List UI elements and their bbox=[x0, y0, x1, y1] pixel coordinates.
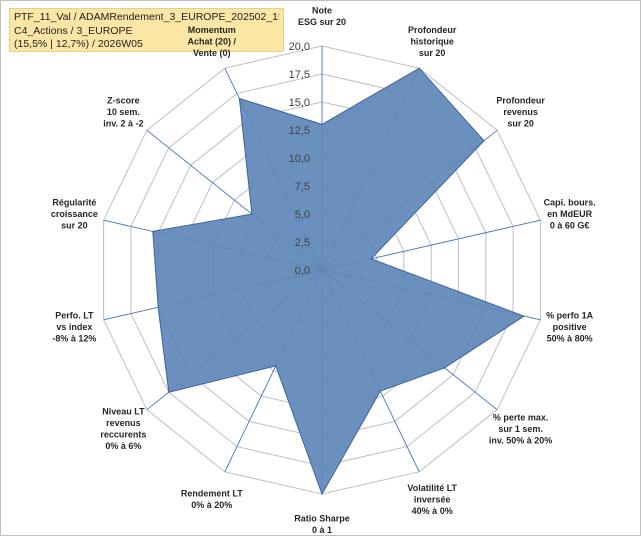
axis-label-line: Achat (20) / bbox=[188, 37, 237, 47]
tick-label: 20,0 bbox=[289, 41, 310, 53]
axis-label-line: 0% à 6% bbox=[105, 441, 141, 451]
tick-label: 0,0 bbox=[295, 265, 310, 277]
axis-label-line: inversée bbox=[414, 494, 451, 504]
axis-label-line: Vente (0) bbox=[193, 48, 231, 58]
axis-label-line: Profondeur bbox=[408, 25, 457, 35]
axis-label-line: Perfo. LT bbox=[55, 311, 94, 321]
axis-label-line: ESG sur 20 bbox=[298, 17, 346, 27]
axis-label-line: Rendement LT bbox=[181, 489, 243, 499]
axis-label-line: Niveau LT bbox=[102, 407, 145, 417]
radar-ticks: 0,0 2,5 5,0 7,5 10,0 12,5 15,0 17,5 20,0 bbox=[289, 41, 310, 277]
axis-label-line: sur 20 bbox=[507, 119, 534, 129]
axis-label-line: sur 20 bbox=[61, 220, 88, 230]
axis-label-line: revenus bbox=[503, 107, 538, 117]
axis-label-line: croissance bbox=[51, 209, 98, 219]
axis-label-line: positive bbox=[553, 322, 587, 332]
axis-label-line: -8% à 12% bbox=[52, 334, 96, 344]
axis-label-line: Ratio Sharpe bbox=[294, 514, 350, 524]
axis-label-line: Régularité bbox=[52, 197, 96, 207]
series-area bbox=[152, 67, 526, 496]
radar-series bbox=[152, 67, 526, 496]
tick-label: 15,0 bbox=[289, 97, 310, 109]
axis-label-line: 50% à 80% bbox=[547, 334, 593, 344]
title-line-2: C4_Actions / 3_EUROPE bbox=[14, 24, 133, 37]
axis-label-line: inv. 2 à -2 bbox=[103, 119, 143, 129]
title-line-3: (15,5% | 12,7%) / 2026W05 bbox=[14, 38, 143, 50]
axis-label-line: Capi. bours. bbox=[544, 197, 596, 207]
axis-label-line: vs index bbox=[56, 322, 92, 332]
axis-label-line: 0% à 20% bbox=[191, 500, 232, 510]
axis-label-line: 10 sem. bbox=[107, 107, 140, 117]
axis-label-line: reccurents bbox=[100, 430, 146, 440]
axis-label-6: % perte max. sur 1 sem.inv. 50% à 20% bbox=[489, 412, 552, 445]
axis-label-line: inv. 50% à 20% bbox=[489, 435, 552, 445]
axis-label-line: % perte max. bbox=[493, 412, 549, 422]
tick-label: 12,5 bbox=[289, 125, 310, 137]
axis-label-line: Momentum bbox=[188, 25, 236, 35]
chart-title-box: PTF_11_Val / ADAMRendement_3_EUROPE_2025… bbox=[9, 8, 284, 52]
axis-label-14: Momentum Achat (20) /Vente (0) bbox=[188, 25, 237, 58]
axis-label-line: sur 1 sem. bbox=[498, 424, 543, 434]
axis-label-line: Note bbox=[312, 6, 332, 16]
tick-label: 2,5 bbox=[295, 237, 310, 249]
title-line-1: PTF_11_Val / ADAMRendement_3_EUROPE_2025… bbox=[14, 11, 279, 23]
axis-label-line: en MdEUR bbox=[547, 209, 593, 219]
axis-label-line: 40% à 0% bbox=[412, 506, 453, 516]
axis-label-line: historique bbox=[410, 37, 454, 47]
axis-label-line: 0 à 1 bbox=[312, 525, 332, 535]
axis-label-line: Z-score bbox=[107, 96, 140, 106]
tick-label: 10,0 bbox=[289, 153, 310, 165]
axis-label-line: revenus bbox=[106, 418, 141, 428]
tick-label: 7,5 bbox=[295, 181, 310, 193]
axis-label-line: Profondeur bbox=[496, 96, 545, 106]
axis-label-line: sur 20 bbox=[419, 48, 446, 58]
axis-label-9: Rendement LT0% à 20% bbox=[181, 489, 243, 511]
axis-label-line: Volatilité LT bbox=[407, 483, 457, 493]
axis-label-line: 0 à 60 G€ bbox=[550, 220, 590, 230]
axis-label-line: % perfo 1A bbox=[546, 311, 594, 321]
tick-label: 17,5 bbox=[289, 69, 310, 81]
tick-label: 5,0 bbox=[295, 209, 310, 221]
